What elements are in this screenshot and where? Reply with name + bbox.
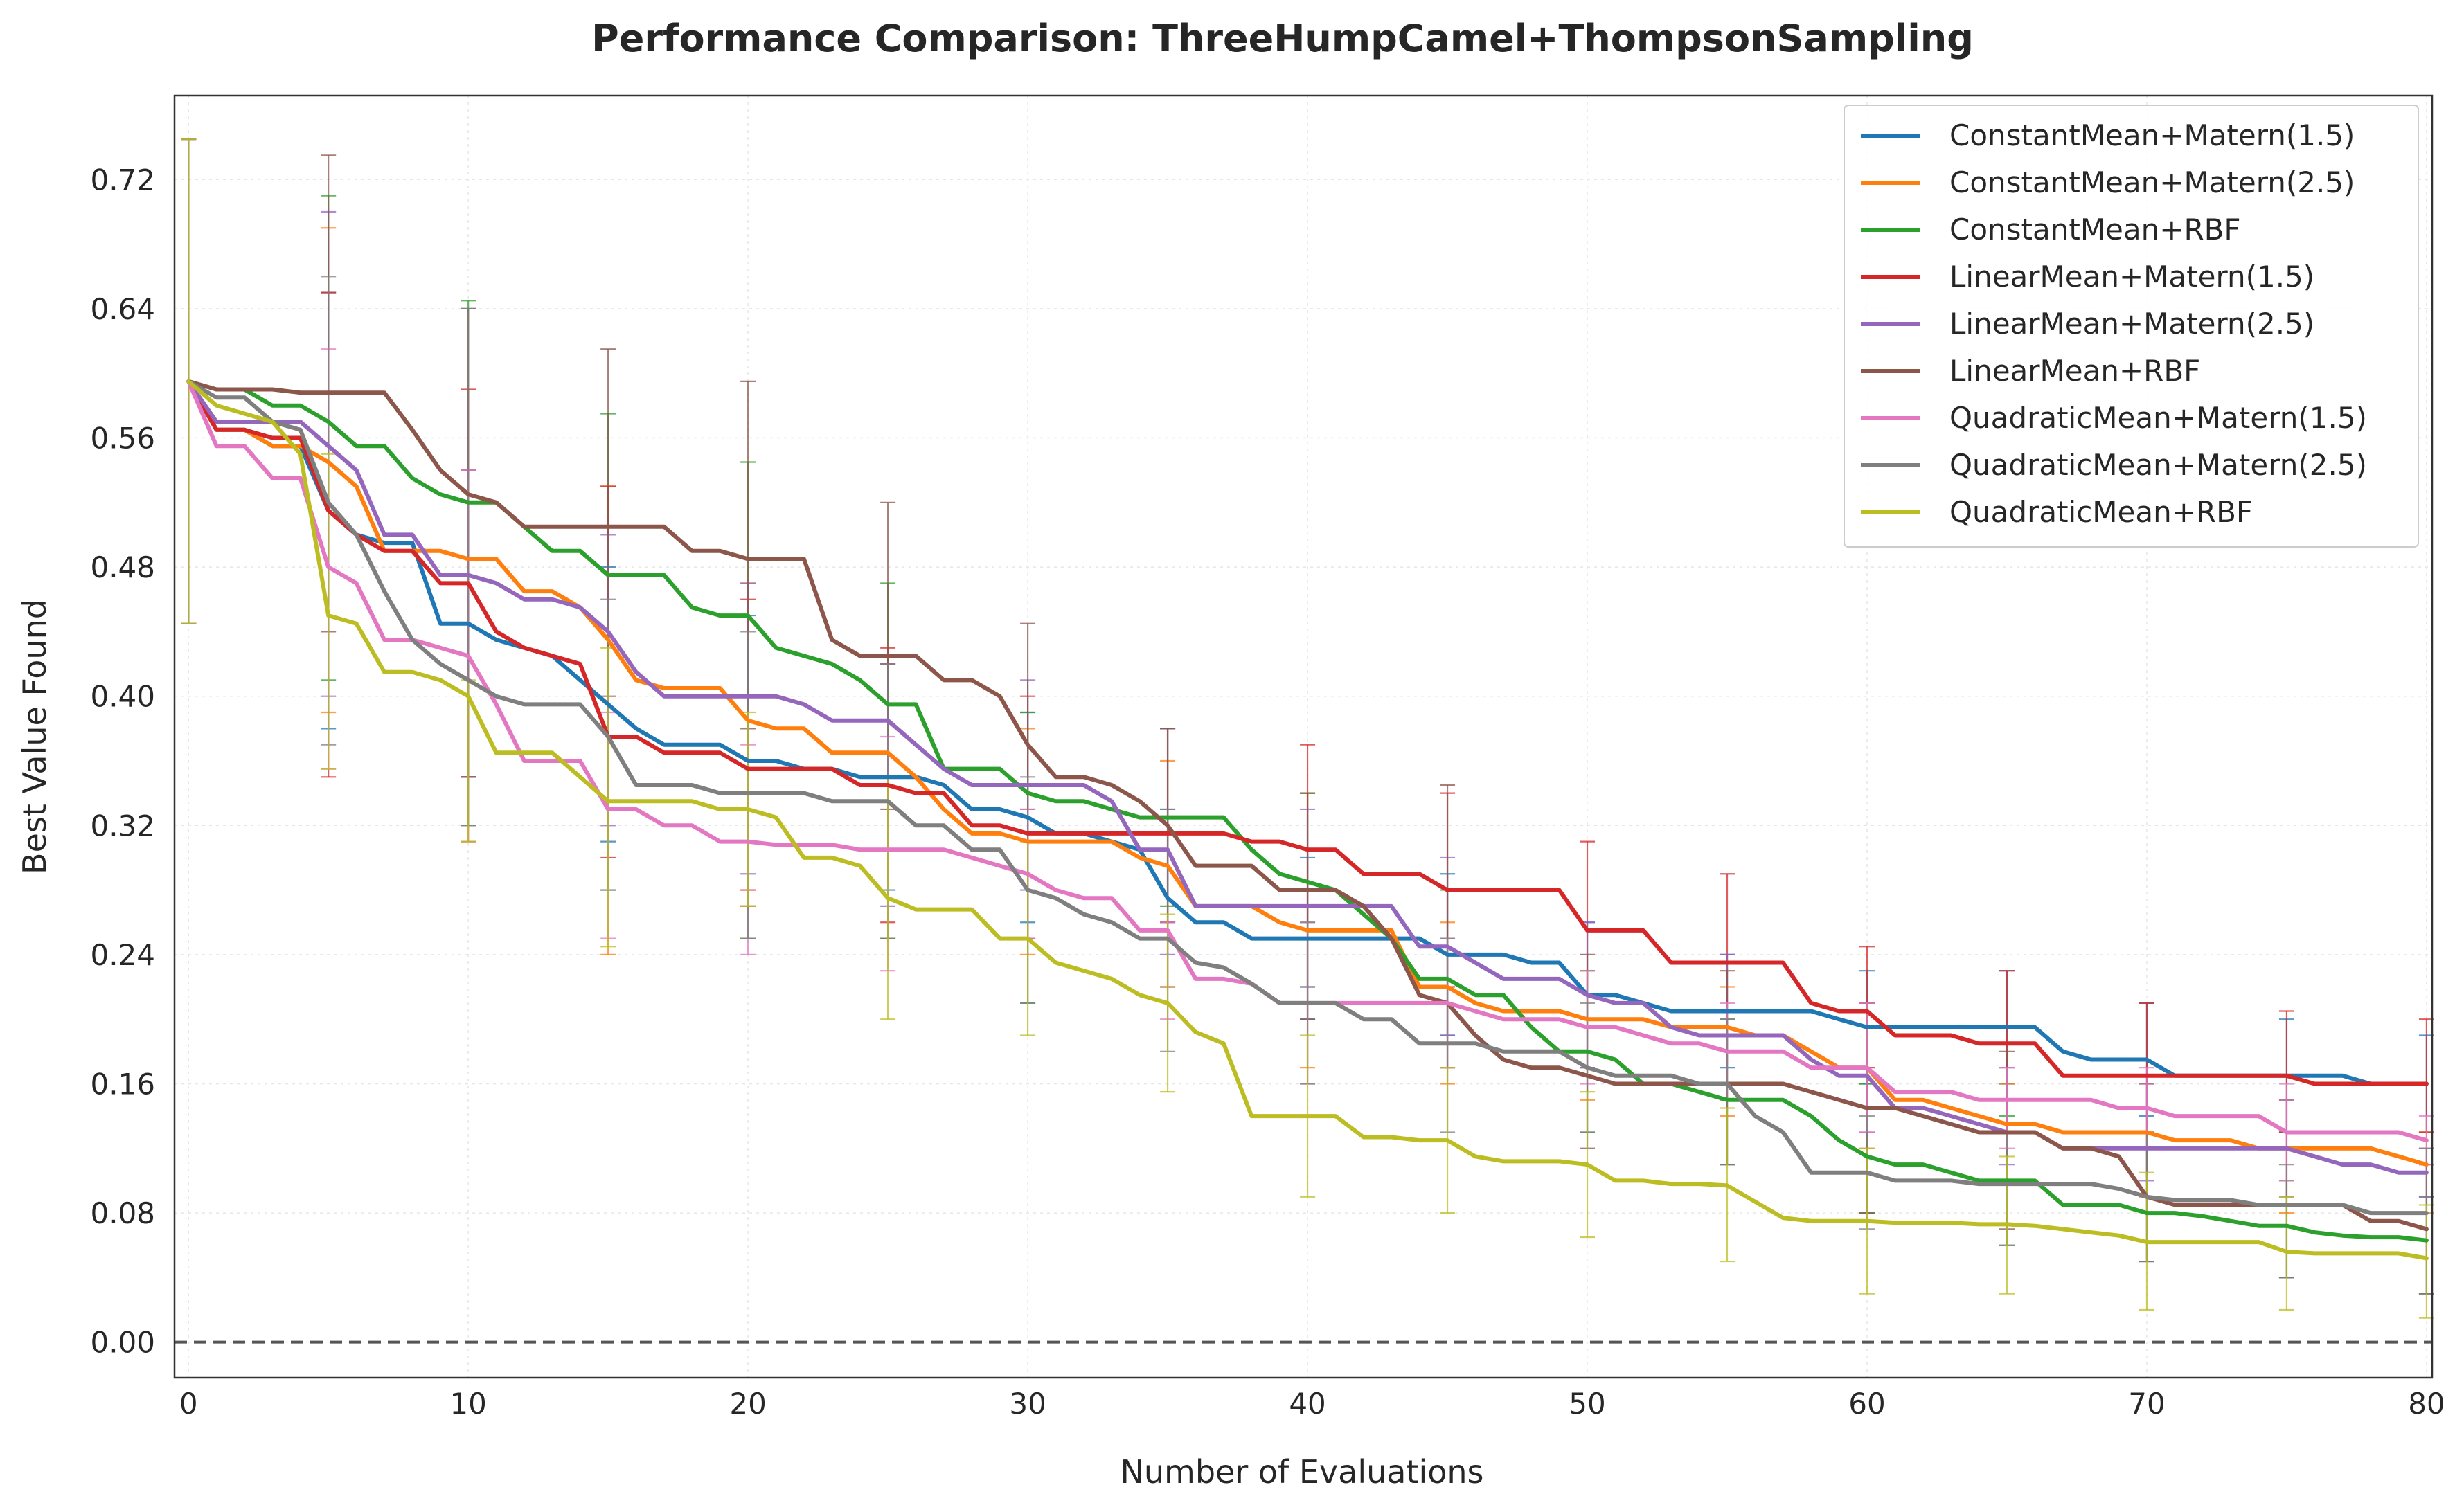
chart-title: Performance Comparison: ThreeHumpCamel+T… — [591, 17, 1974, 60]
legend-label: ConstantMean+Matern(1.5) — [1949, 118, 2355, 152]
y-tick-label: 0.32 — [90, 809, 155, 843]
y-tick-label: 0.72 — [90, 163, 155, 197]
error-bars — [181, 138, 2434, 1319]
series-line — [186, 379, 2429, 1243]
series-line — [186, 379, 2429, 1216]
legend-label: ConstantMean+RBF — [1949, 213, 2241, 246]
y-tick-label: 0.08 — [90, 1196, 155, 1230]
y-axis-label: Best Value Found — [16, 599, 53, 874]
x-tick-label: 50 — [1569, 1387, 1605, 1421]
legend-label: QuadraticMean+Matern(2.5) — [1949, 448, 2367, 482]
x-tick-label: 0 — [179, 1387, 198, 1421]
x-ticks: 0 10 20 30 40 50 60 70 80 — [179, 1387, 2445, 1421]
series-line — [186, 379, 2429, 1086]
y-tick-label: 0.16 — [90, 1067, 155, 1101]
x-tick-label: 60 — [1848, 1387, 1885, 1421]
legend-label: QuadraticMean+Matern(1.5) — [1949, 401, 2367, 435]
legend-label: LinearMean+Matern(2.5) — [1949, 307, 2314, 341]
y-tick-label: 0.40 — [90, 680, 155, 714]
series-line — [186, 379, 2429, 1086]
series-line — [186, 379, 2429, 1232]
x-tick-label: 30 — [1009, 1387, 1046, 1421]
legend-label: LinearMean+RBF — [1949, 354, 2200, 388]
series-line — [186, 379, 2429, 1167]
legend-label: QuadraticMean+RBF — [1949, 495, 2253, 529]
legend-box — [1844, 105, 2419, 548]
x-tick-label: 70 — [2128, 1387, 2165, 1421]
series-line — [186, 379, 2429, 1261]
x-tick-label: 10 — [449, 1387, 486, 1421]
x-axis-label: Number of Evaluations — [1120, 1453, 1483, 1491]
x-tick-label: 20 — [729, 1387, 766, 1421]
y-tick-label: 0.24 — [90, 938, 155, 972]
y-tick-label: 0.00 — [90, 1326, 155, 1360]
legend-label: ConstantMean+Matern(2.5) — [1949, 165, 2355, 199]
legend: ConstantMean+Matern(1.5) ConstantMean+Mat… — [1844, 105, 2419, 548]
y-tick-label: 0.48 — [90, 550, 155, 584]
x-tick-label: 40 — [1289, 1387, 1325, 1421]
legend-label: LinearMean+Matern(1.5) — [1949, 260, 2314, 294]
x-tick-label: 80 — [2408, 1387, 2445, 1421]
legend-items: ConstantMean+Matern(1.5) ConstantMean+Mat… — [1861, 118, 2367, 529]
y-tick-label: 0.64 — [90, 292, 155, 326]
plot-frame — [173, 94, 2434, 1379]
y-ticks: 0.00 0.08 0.16 0.24 0.32 0.40 0.48 0.56 0.64 0.72 — [90, 163, 155, 1359]
y-tick-label: 0.56 — [90, 421, 155, 455]
series-lines — [186, 379, 2429, 1261]
